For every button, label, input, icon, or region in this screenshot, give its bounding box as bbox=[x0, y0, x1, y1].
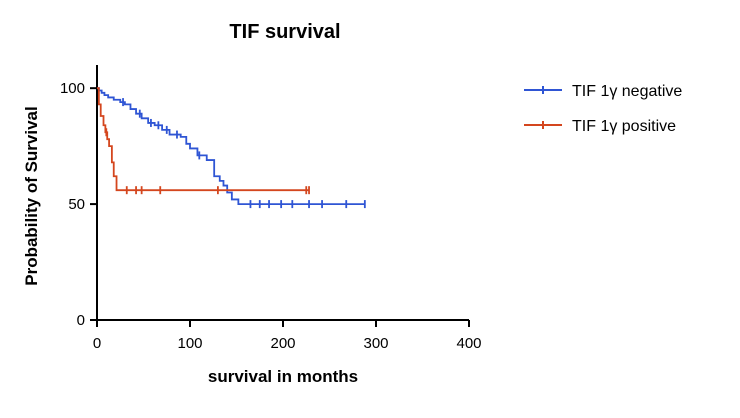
y-tick-label: 0 bbox=[77, 312, 85, 329]
series-negative bbox=[97, 87, 366, 209]
legend-label: TIF 1γ positive bbox=[572, 118, 676, 135]
legend-label: TIF 1γ negative bbox=[572, 83, 682, 100]
x-tick-label: 200 bbox=[270, 335, 295, 352]
series-line bbox=[97, 87, 365, 205]
legend-item: TIF 1γ positive bbox=[524, 118, 676, 135]
series-line bbox=[97, 87, 310, 192]
x-tick-label: 300 bbox=[363, 335, 388, 352]
legend-item: TIF 1γ negative bbox=[524, 83, 682, 100]
x-tick-label: 0 bbox=[93, 335, 101, 352]
plot-area bbox=[97, 87, 366, 209]
x-tick-label: 400 bbox=[456, 335, 481, 352]
series-positive bbox=[97, 87, 310, 195]
y-tick-label: 100 bbox=[60, 80, 85, 97]
y-tick-label: 50 bbox=[68, 196, 85, 213]
y-axis-label: Probability of Survival bbox=[22, 106, 41, 286]
chart-title: TIF survival bbox=[229, 21, 340, 43]
axes: 0 100 200 300 400 0 50 100 bbox=[60, 65, 482, 352]
legend: TIF 1γ negative TIF 1γ positive bbox=[524, 83, 682, 135]
x-tick-label: 100 bbox=[177, 335, 202, 352]
x-axis-label: survival in months bbox=[208, 367, 358, 386]
